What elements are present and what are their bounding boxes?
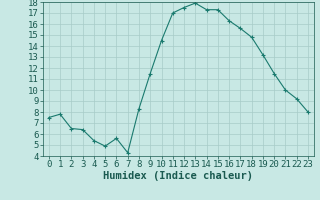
X-axis label: Humidex (Indice chaleur): Humidex (Indice chaleur) <box>103 171 253 181</box>
